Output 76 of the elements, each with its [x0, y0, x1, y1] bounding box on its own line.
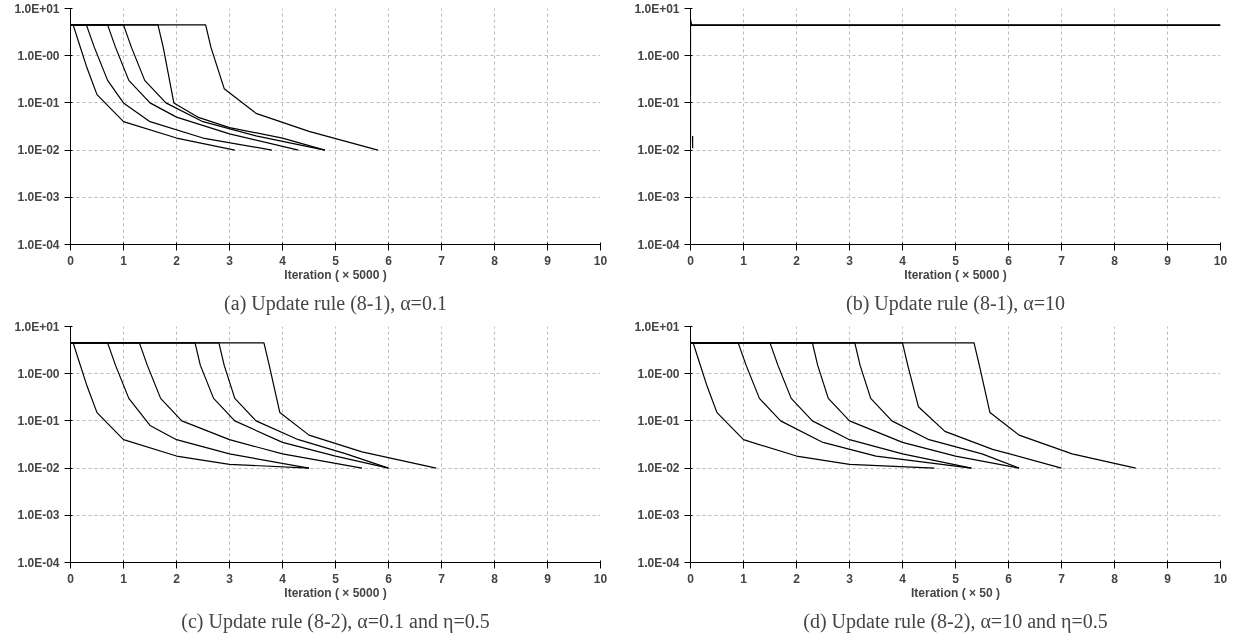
x-tick-label: 2 — [173, 571, 181, 586]
y-tick-label: 1.0E-02 — [637, 461, 680, 476]
y-tick-label: 1.0E-04 — [17, 555, 60, 570]
x-tick-label: 9 — [1164, 571, 1172, 586]
y-tick-label: 1.0E+01 — [634, 1, 680, 16]
text: (a) Update rule (8-1), α=0.1 — [224, 291, 447, 315]
x-tick-label: 5 — [952, 571, 960, 586]
x-tick-label: 8 — [1111, 253, 1119, 268]
y-tick-label: 1.0E-03 — [17, 508, 60, 523]
x-tick-label: 3 — [226, 253, 234, 268]
x-tick-label: 8 — [491, 253, 499, 268]
x-tick-label: 1 — [120, 253, 128, 268]
x-tick-label: 6 — [385, 571, 393, 586]
x-tick-label: 3 — [846, 253, 854, 268]
x-tick-label: 10 — [1213, 571, 1228, 586]
x-tick-label: 9 — [1164, 253, 1172, 268]
y-tick-label: 1.0E+01 — [14, 319, 60, 334]
y-tick-label: 1.0E-02 — [17, 143, 60, 158]
x-tick-label: 7 — [438, 253, 446, 268]
y-tick-label: 1.0E-01 — [637, 95, 680, 110]
x-tick-label: 4 — [899, 253, 907, 268]
y-tick-label: 1.0E-02 — [17, 461, 60, 476]
x-axis-title: Iteration ( × 50 ) — [910, 585, 1001, 600]
x-tick-label: 0 — [67, 253, 75, 268]
x-tick-label: 9 — [544, 571, 552, 586]
y-tick-label: 1.0E-04 — [17, 237, 60, 252]
x-tick-label: 1 — [740, 571, 748, 586]
x-tick-label: 6 — [1005, 253, 1013, 268]
x-tick-label: 10 — [1213, 253, 1228, 268]
y-tick-label: 1.0E-00 — [17, 366, 60, 381]
y-tick-label: 1.0E-00 — [637, 366, 680, 381]
y-tick-label: 1.0E-00 — [17, 48, 60, 63]
x-tick-label: 4 — [279, 253, 287, 268]
x-tick-label: 0 — [687, 571, 695, 586]
y-tick-label: 1.0E-01 — [17, 413, 60, 428]
x-tick-label: 1 — [120, 571, 128, 586]
x-tick-label: 10 — [593, 571, 608, 586]
x-tick-label: 6 — [1005, 571, 1013, 586]
x-tick-label: 10 — [593, 253, 608, 268]
x-tick-label: 7 — [438, 571, 446, 586]
x-tick-label: 0 — [67, 571, 75, 586]
y-tick-label: 1.0E-03 — [637, 508, 680, 523]
x-axis-title: Iteration ( × 5000 ) — [904, 267, 1007, 282]
x-tick-label: 2 — [173, 253, 181, 268]
x-tick-label: 8 — [1111, 571, 1119, 586]
y-tick-label: 1.0E-01 — [637, 413, 680, 428]
y-tick-label: 1.0E+01 — [14, 1, 60, 16]
x-axis-title: Iteration ( × 5000 ) — [284, 267, 387, 282]
x-tick-label: 3 — [226, 571, 234, 586]
x-tick-label: 7 — [1058, 253, 1066, 268]
x-tick-label: 2 — [793, 571, 801, 586]
x-tick-label: 7 — [1058, 571, 1066, 586]
x-tick-label: 4 — [899, 571, 907, 586]
x-tick-label: 5 — [952, 253, 960, 268]
y-tick-label: 1.0E-03 — [17, 190, 60, 205]
x-tick-label: 0 — [687, 253, 695, 268]
y-tick-label: 1.0E+01 — [634, 319, 680, 334]
x-tick-label: 1 — [740, 253, 748, 268]
x-axis-title: Iteration ( × 5000 ) — [284, 585, 387, 600]
x-tick-label: 5 — [332, 253, 340, 268]
text: (b) Update rule (8-1), α=10 — [846, 291, 1065, 315]
y-tick-label: 1.0E-02 — [637, 143, 680, 158]
y-tick-label: 1.0E-01 — [17, 95, 60, 110]
y-tick-label: 1.0E-04 — [637, 555, 680, 570]
x-tick-label: 9 — [544, 253, 552, 268]
x-tick-label: 4 — [279, 571, 287, 586]
y-tick-label: 1.0E-03 — [637, 190, 680, 205]
y-tick-label: 1.0E-04 — [637, 237, 680, 252]
x-tick-label: 2 — [793, 253, 801, 268]
x-tick-label: 8 — [491, 571, 499, 586]
x-tick-label: 5 — [332, 571, 340, 586]
text: (d) Update rule (8-2), α=10 and η=0.5 — [803, 609, 1108, 633]
x-tick-label: 3 — [846, 571, 854, 586]
y-tick-label: 1.0E-00 — [637, 48, 680, 63]
text: (c) Update rule (8-2), α=0.1 and η=0.5 — [181, 609, 490, 633]
x-tick-label: 6 — [385, 253, 393, 268]
